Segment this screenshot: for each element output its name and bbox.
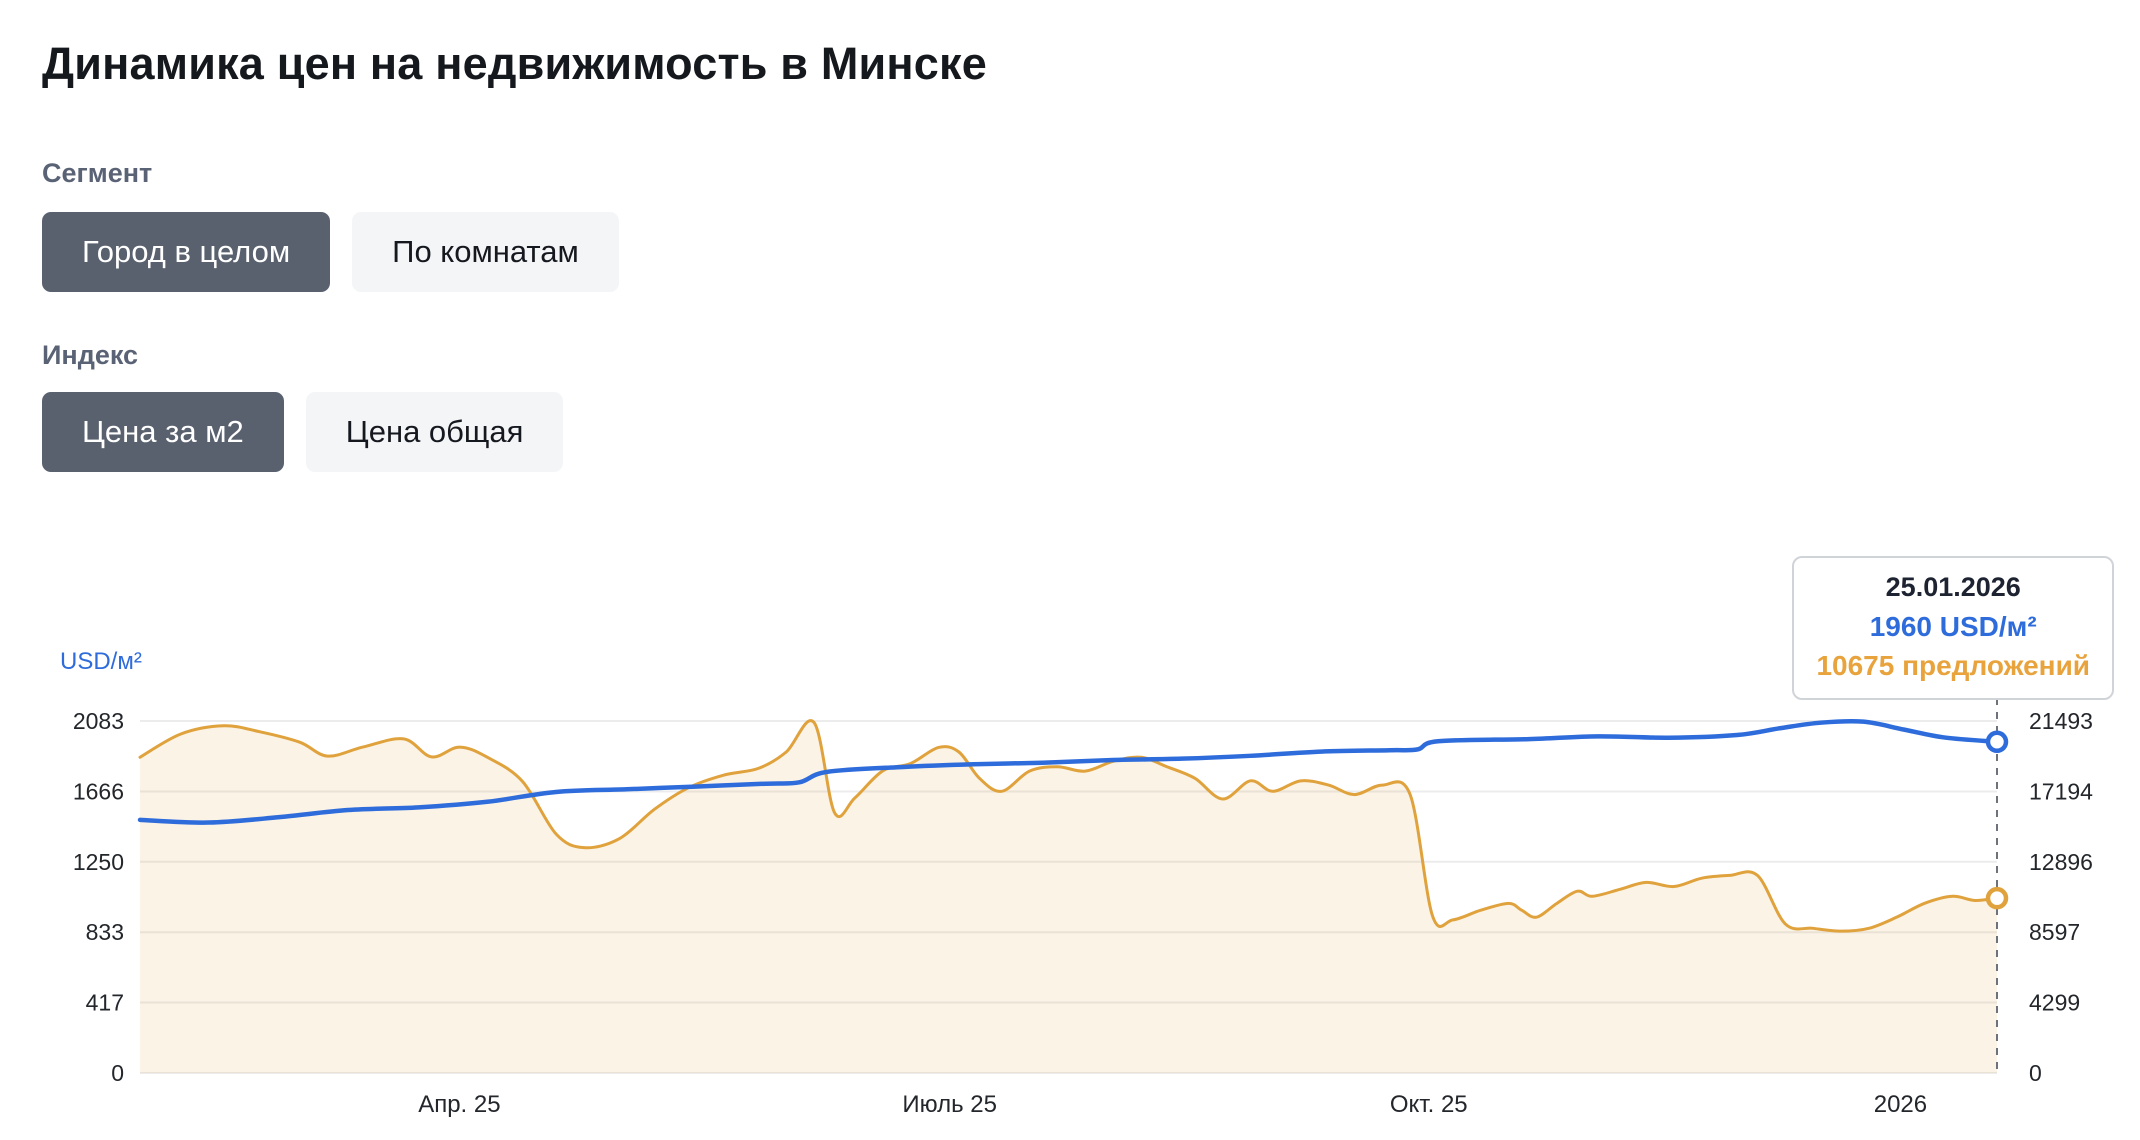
segment-filter-label: Сегмент xyxy=(42,158,153,188)
chart-tooltip: 25.01.2026 1960 USD/м² 10675 предложений xyxy=(1792,556,2114,700)
svg-text:2083: 2083 xyxy=(73,708,124,734)
svg-text:1666: 1666 xyxy=(73,778,124,804)
svg-text:Апр. 25: Апр. 25 xyxy=(418,1091,500,1118)
tooltip-price: 1960 USD/м² xyxy=(1869,611,2037,643)
price-dynamics-chart[interactable]: 0 417 833 1250 1666 2083 0 4299 8597 12896 17194 21… xyxy=(0,640,2140,1140)
index-price-total-button[interactable]: Цена общая xyxy=(305,392,564,472)
svg-text:0: 0 xyxy=(111,1060,124,1086)
svg-text:21493: 21493 xyxy=(2029,708,2093,734)
svg-text:4299: 4299 xyxy=(2029,990,2080,1016)
svg-text:17194: 17194 xyxy=(2029,778,2093,804)
svg-text:0: 0 xyxy=(2029,1060,2042,1086)
svg-text:2026: 2026 xyxy=(1874,1091,1927,1118)
left-axis-title: USD/м² xyxy=(60,648,142,675)
tooltip-date: 25.01.2026 xyxy=(1885,572,2021,602)
svg-text:833: 833 xyxy=(86,919,124,945)
svg-text:Июль 25: Июль 25 xyxy=(902,1091,997,1118)
svg-text:Окт. 25: Окт. 25 xyxy=(1390,1091,1468,1118)
svg-text:417: 417 xyxy=(86,990,124,1016)
svg-text:8597: 8597 xyxy=(2029,919,2080,945)
svg-text:1250: 1250 xyxy=(73,849,124,875)
segment-rooms-button[interactable]: По комнатам xyxy=(352,212,619,292)
segment-city-button[interactable]: Город в целом xyxy=(42,212,331,292)
index-filter-group: Цена за м2 Цена общая xyxy=(42,392,564,472)
svg-text:12896: 12896 xyxy=(2029,849,2093,875)
index-filter-label: Индекс xyxy=(42,340,139,370)
tooltip-offers: 10675 предложений xyxy=(1816,650,2090,682)
segment-filter-group: Город в целом По комнатам xyxy=(42,212,619,292)
page-title: Динамика цен на недвижимость в Минске xyxy=(42,38,987,90)
index-price-m2-button[interactable]: Цена за м2 xyxy=(42,392,284,472)
